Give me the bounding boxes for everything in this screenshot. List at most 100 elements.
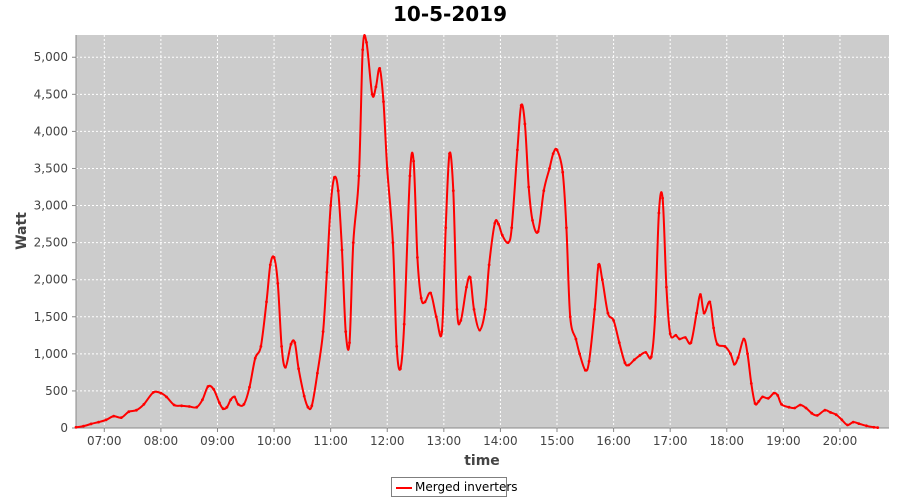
data-point bbox=[344, 330, 348, 333]
data-point bbox=[674, 333, 678, 337]
data-point bbox=[829, 411, 832, 414]
y-axis-title: Watt bbox=[14, 212, 30, 250]
data-point bbox=[348, 341, 351, 345]
data-point bbox=[265, 300, 268, 304]
x-tick-label: 13:00 bbox=[427, 434, 462, 448]
data-point bbox=[374, 85, 378, 89]
data-point bbox=[840, 418, 844, 422]
data-point bbox=[516, 148, 519, 152]
data-point bbox=[365, 41, 368, 44]
data-point bbox=[574, 337, 578, 341]
data-point bbox=[668, 332, 672, 336]
data-point bbox=[487, 263, 491, 267]
data-point bbox=[787, 405, 791, 409]
x-tick-label: 08:00 bbox=[144, 434, 179, 448]
data-point bbox=[702, 311, 706, 315]
y-tick-label: 4,000 bbox=[34, 124, 68, 138]
data-point bbox=[561, 170, 565, 174]
data-point bbox=[187, 405, 191, 408]
data-point bbox=[280, 345, 283, 348]
data-point bbox=[761, 395, 764, 399]
grid-lines bbox=[76, 35, 889, 428]
data-point bbox=[617, 341, 621, 345]
data-point bbox=[104, 418, 108, 422]
series-line bbox=[75, 34, 878, 429]
y-tick-label: 500 bbox=[45, 384, 68, 398]
data-point bbox=[284, 365, 287, 369]
data-point bbox=[310, 404, 314, 408]
y-tick-label: 3,000 bbox=[34, 199, 68, 213]
data-point bbox=[746, 352, 749, 356]
data-point bbox=[542, 189, 546, 193]
legend-label: Merged inverters bbox=[415, 480, 518, 494]
data-point bbox=[206, 385, 210, 388]
data-point bbox=[378, 67, 382, 70]
data-point bbox=[497, 222, 500, 226]
data-point bbox=[459, 319, 463, 322]
data-point bbox=[712, 326, 715, 330]
data-point bbox=[519, 104, 523, 107]
data-point bbox=[321, 330, 325, 333]
data-point bbox=[272, 256, 276, 259]
data-point bbox=[361, 48, 365, 52]
data-point bbox=[351, 241, 355, 245]
data-point bbox=[531, 219, 534, 222]
data-point bbox=[798, 403, 802, 407]
data-point bbox=[127, 410, 131, 414]
data-point bbox=[229, 398, 233, 402]
data-point bbox=[302, 394, 306, 398]
data-point bbox=[180, 404, 184, 408]
data-point bbox=[419, 296, 423, 300]
data-point bbox=[151, 391, 155, 394]
data-point bbox=[578, 352, 581, 356]
data-point bbox=[565, 226, 568, 230]
data-point bbox=[448, 152, 451, 156]
data-point bbox=[370, 92, 374, 96]
data-point bbox=[297, 367, 300, 371]
y-tick-label: 5,000 bbox=[34, 50, 68, 64]
data-point bbox=[451, 189, 455, 193]
data-point bbox=[627, 363, 631, 367]
data-point bbox=[623, 361, 627, 365]
data-point bbox=[195, 405, 199, 409]
data-point bbox=[97, 420, 100, 424]
data-point bbox=[268, 263, 272, 267]
data-point bbox=[402, 322, 406, 326]
data-point bbox=[583, 368, 587, 372]
data-point bbox=[201, 398, 204, 402]
data-point bbox=[89, 422, 93, 426]
data-point bbox=[612, 319, 615, 322]
legend: Merged inverters bbox=[391, 477, 518, 497]
y-tick-label: 1,000 bbox=[34, 347, 68, 361]
y-tick-label: 2,000 bbox=[34, 273, 68, 287]
data-point bbox=[846, 423, 849, 427]
data-point bbox=[493, 221, 497, 225]
data-point bbox=[212, 388, 216, 391]
data-point bbox=[233, 395, 236, 399]
series-layer bbox=[74, 34, 880, 429]
data-point bbox=[644, 351, 648, 354]
data-point bbox=[653, 315, 657, 319]
x-tick-label: 14:00 bbox=[483, 434, 518, 448]
data-point bbox=[657, 211, 661, 215]
x-tick-label: 07:00 bbox=[87, 434, 122, 448]
data-point bbox=[732, 362, 736, 366]
data-point bbox=[548, 167, 551, 170]
data-point bbox=[340, 248, 344, 252]
data-point bbox=[483, 308, 487, 311]
data-point bbox=[429, 291, 432, 295]
y-tick-label: 0 bbox=[60, 421, 68, 435]
data-point bbox=[142, 402, 146, 406]
data-point bbox=[683, 336, 687, 339]
data-point bbox=[804, 406, 808, 410]
data-point bbox=[766, 396, 770, 400]
data-point bbox=[455, 308, 459, 311]
data-point bbox=[82, 424, 85, 428]
data-point bbox=[225, 405, 229, 409]
data-point bbox=[416, 256, 419, 259]
y-tick-label: 2,500 bbox=[34, 236, 68, 250]
data-point bbox=[793, 406, 797, 410]
data-point bbox=[172, 403, 176, 407]
data-point bbox=[587, 359, 591, 363]
data-point bbox=[527, 185, 531, 189]
